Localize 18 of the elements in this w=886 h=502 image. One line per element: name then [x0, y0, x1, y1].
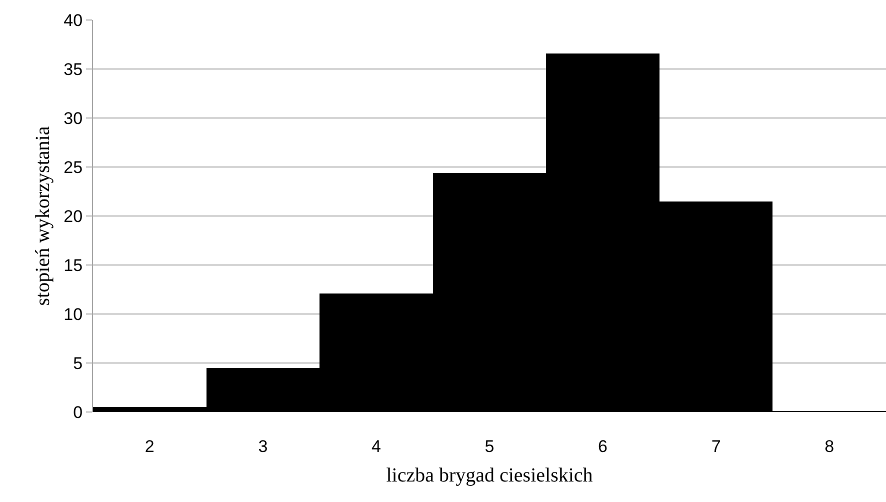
x-tick-label: 4 — [371, 437, 381, 456]
y-tick-label: 30 — [64, 108, 83, 128]
y-tick-label: 25 — [64, 158, 83, 177]
y-tick-label: 10 — [64, 304, 83, 324]
y-tick-label: 15 — [64, 256, 83, 275]
y-tick-label: 5 — [73, 354, 83, 373]
y-tick-label: 40 — [64, 10, 83, 30]
y-tick-label: 35 — [64, 60, 83, 79]
x-tick-label: 2 — [144, 437, 154, 456]
y-axis-title: stopień wykorzystania — [32, 126, 54, 306]
x-axis-title: liczba brygad ciesielskich — [386, 464, 593, 486]
x-tick-label: 6 — [598, 437, 608, 456]
x-tick-label: 3 — [258, 437, 268, 456]
x-tick-label: 5 — [484, 437, 494, 456]
x-tick-label: 8 — [824, 437, 834, 456]
x-tick-label: 7 — [711, 437, 721, 456]
y-tick-label: 20 — [64, 206, 83, 226]
y-tick-label: 0 — [73, 402, 83, 422]
